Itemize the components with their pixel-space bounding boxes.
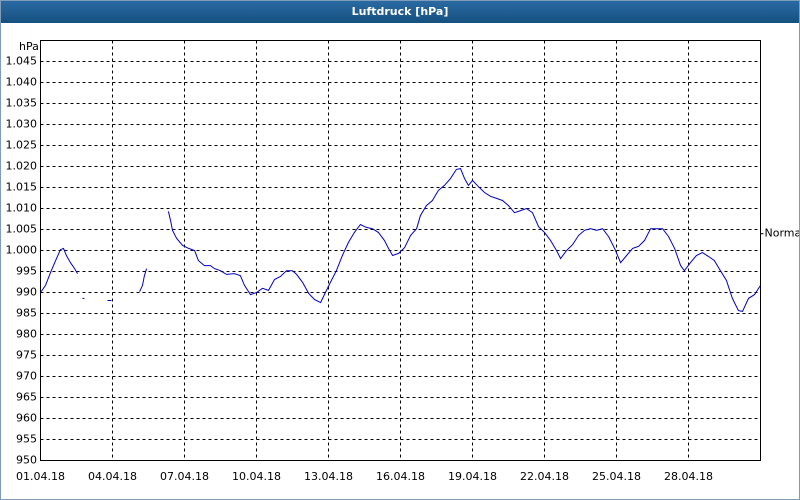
y-tick-label: 1.045 — [6, 55, 38, 68]
x-tick-label: 16.04.18 — [376, 470, 425, 483]
y-tick-label: 1.030 — [6, 118, 38, 131]
y-tick-label: 1.020 — [6, 160, 38, 173]
y-tick-label: 980 — [16, 328, 37, 341]
x-tick-label: 10.04.18 — [232, 470, 281, 483]
y-tick-label: 1.010 — [6, 202, 38, 215]
x-tick-label: 13.04.18 — [304, 470, 353, 483]
y-tick-label: 1.005 — [6, 223, 38, 236]
normal-label: Normal — [765, 227, 800, 240]
chart: hPa 950 955 960 965 970 975 980 985 990 995 1.000 1… — [6, 40, 800, 483]
y-tick-label: 955 — [16, 433, 37, 446]
title-bar: Luftdruck [hPa] — [1, 1, 799, 23]
y-tick-label: 1.015 — [6, 181, 38, 194]
x-tick-label: 25.04.18 — [592, 470, 641, 483]
y-tick-label: 1.040 — [6, 76, 38, 89]
x-tick-label: 22.04.18 — [520, 470, 569, 483]
y-tick-label: 1.025 — [6, 139, 38, 152]
y-tick-label: 960 — [16, 412, 37, 425]
y-tick-label: 965 — [16, 391, 37, 404]
x-tick-label: 01.04.18 — [16, 470, 65, 483]
y-unit: hPa — [19, 40, 39, 53]
pressure-line — [40, 168, 761, 312]
plot-frame — [40, 40, 761, 461]
y-tick-label: 995 — [16, 265, 37, 278]
y-tick-label: 1.000 — [6, 244, 38, 257]
y-tick-label: 1.035 — [6, 97, 38, 110]
x-tick-label: 28.04.18 — [664, 470, 713, 483]
y-tick-label: 970 — [16, 370, 37, 383]
y-tick-label: 975 — [16, 349, 37, 362]
y-tick-label: 985 — [16, 307, 37, 320]
y-tick-label: 990 — [16, 286, 37, 299]
y-tick-label: 950 — [16, 454, 37, 467]
x-tick-label: 19.04.18 — [448, 470, 497, 483]
x-tick-label: 07.04.18 — [160, 470, 209, 483]
x-tick-label: 04.04.18 — [88, 470, 137, 483]
